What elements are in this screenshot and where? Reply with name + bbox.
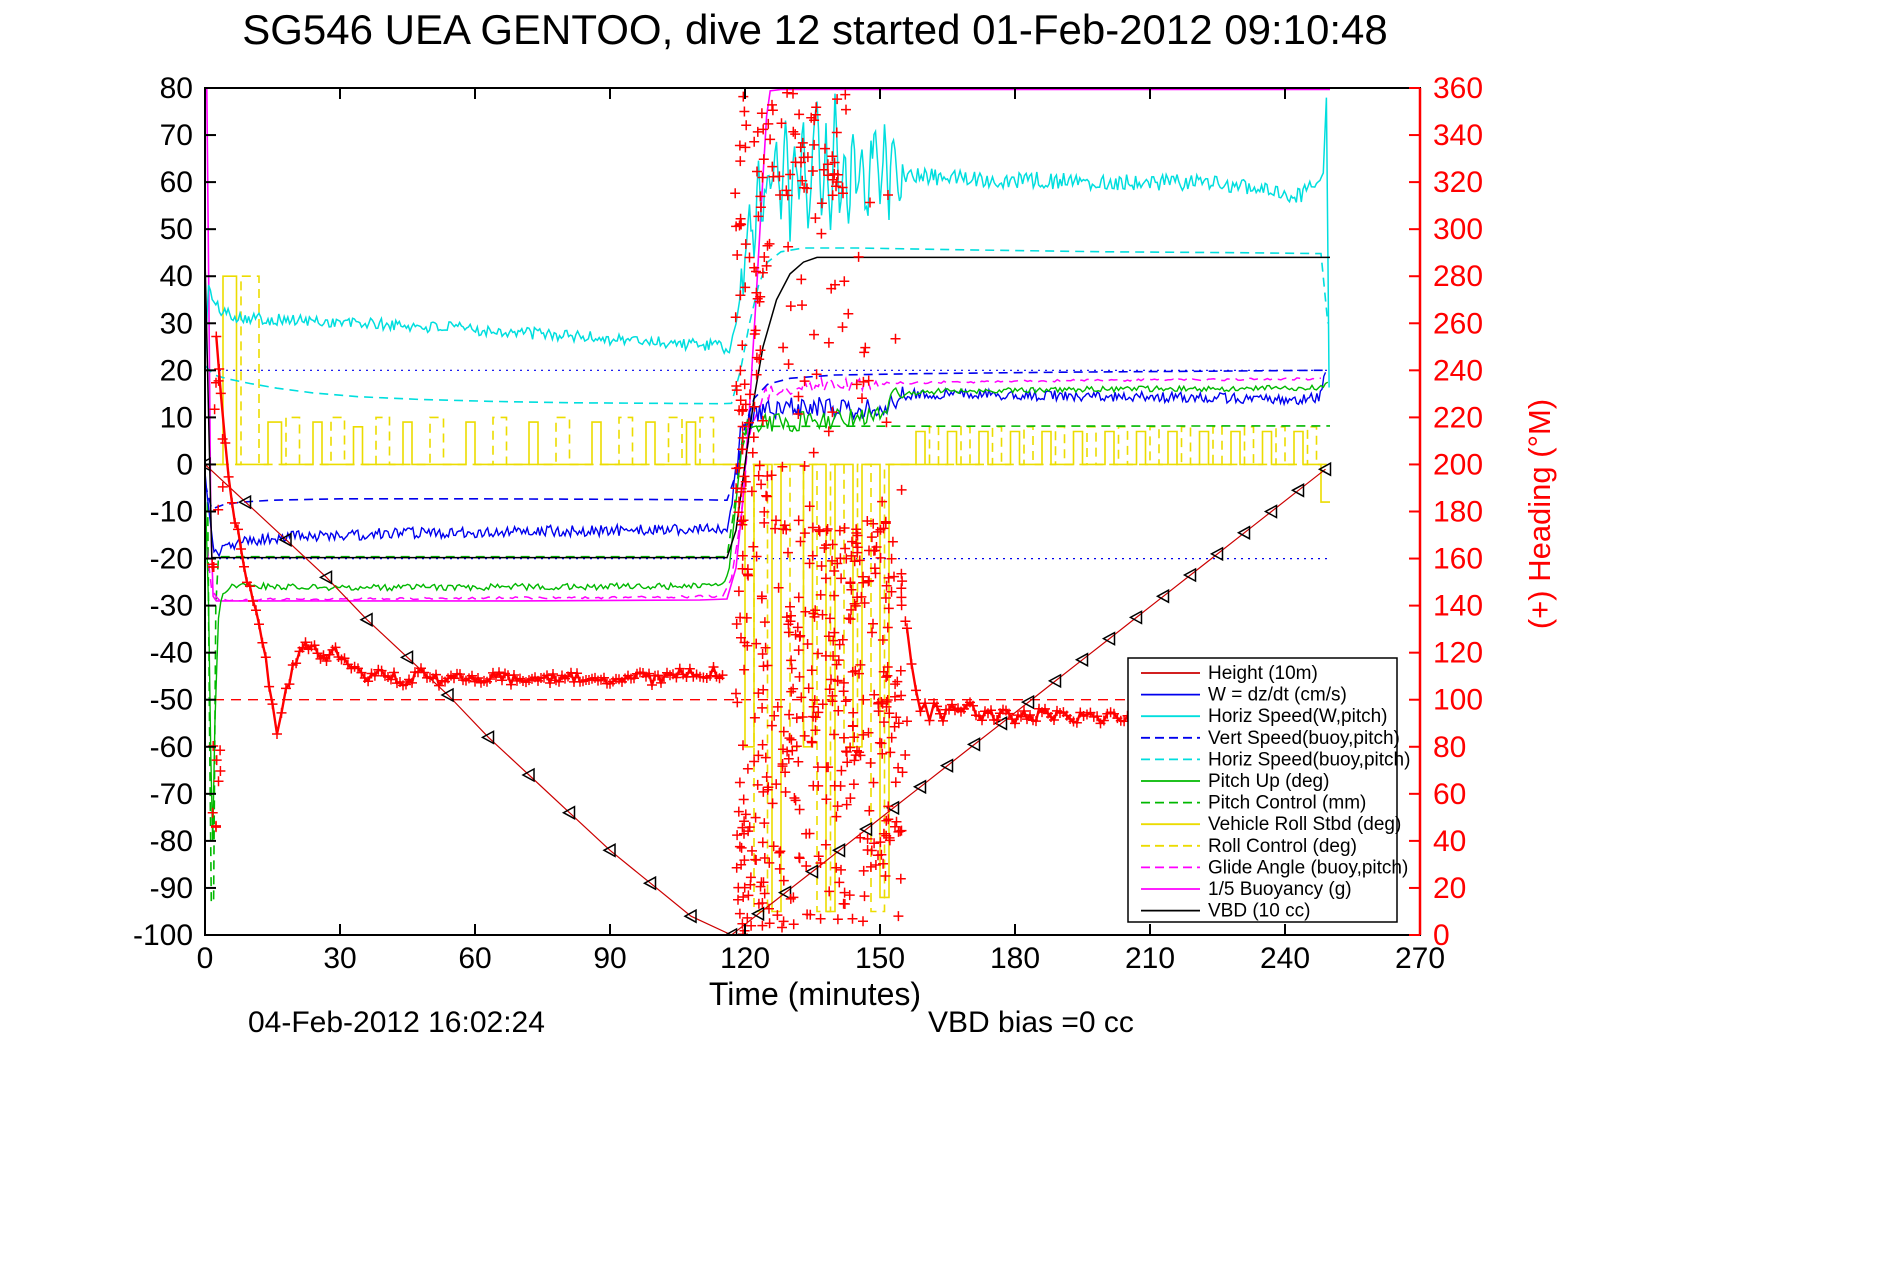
x-tick-label: 30	[323, 942, 356, 975]
left-tick-label: 70	[160, 119, 193, 152]
series-w-dzdt	[205, 372, 1327, 558]
right-tick-label: 240	[1433, 354, 1483, 387]
left-tick-label: -100	[133, 919, 193, 952]
plot-series-layer	[205, 88, 1332, 935]
right-tick-label: 220	[1433, 401, 1483, 434]
x-tick-label: 90	[593, 942, 626, 975]
series-roll-control	[205, 275, 1330, 913]
legend-box	[1127, 657, 1398, 923]
legend-label: Pitch Up (deg)	[1208, 771, 1329, 792]
legend-label: Pitch Control (mm)	[1208, 793, 1366, 814]
left-tick-label: -10	[150, 496, 193, 529]
legend-label: Glide Angle (buoy,pitch)	[1208, 857, 1408, 878]
legend: Height (10m)W = dz/dt (cm/s)Horiz Speed(…	[1127, 657, 1410, 923]
right-tick-label: 360	[1433, 72, 1483, 105]
left-tick-label: -50	[150, 684, 193, 717]
right-tick-label: 0	[1433, 919, 1450, 952]
legend-label: Height (10m)	[1208, 663, 1318, 684]
series-horiz-speed-w	[205, 93, 1330, 388]
right-tick-label: 200	[1433, 448, 1483, 481]
legend-label: Roll Control (deg)	[1208, 836, 1357, 857]
right-tick-label: 300	[1433, 213, 1483, 246]
left-tick-label: 60	[160, 166, 193, 199]
series-pitch-up	[205, 381, 1329, 841]
left-tick-label: -60	[150, 731, 193, 764]
series-horiz-speed-buoy	[205, 247, 1329, 405]
x-tick-label: 180	[990, 942, 1040, 975]
timestamp-caption: 04-Feb-2012 16:02:24	[248, 1006, 545, 1039]
left-tick-label: 80	[160, 72, 193, 105]
series-buoyancy-fifth	[206, 88, 1330, 602]
right-tick-label: 340	[1433, 119, 1483, 152]
vbd-bias-caption: VBD bias =0 cc	[928, 1006, 1134, 1039]
left-tick-label: 20	[160, 354, 193, 387]
plot-title: SG546 UEA GENTOO, dive 12 started 01-Feb…	[242, 6, 1388, 53]
right-tick-label: 80	[1433, 731, 1466, 764]
heading-scatter	[207, 88, 912, 935]
series-heading-descent-plus-markers	[211, 331, 728, 739]
legend-label: Horiz Speed(buoy,pitch)	[1208, 749, 1410, 770]
right-tick-label: 20	[1433, 872, 1466, 905]
legend-label: Vehicle Roll Stbd (deg)	[1208, 814, 1401, 835]
left-tick-label: -30	[150, 590, 193, 623]
right-tick-label: 140	[1433, 590, 1483, 623]
right-tick-label: 100	[1433, 684, 1483, 717]
right-tick-label: 320	[1433, 166, 1483, 199]
left-tick-label: 50	[160, 213, 193, 246]
series-height-markers	[205, 457, 1332, 935]
x-tick-label: 240	[1260, 942, 1310, 975]
left-tick-label: 10	[160, 401, 193, 434]
x-tick-label: 150	[855, 942, 905, 975]
right-tick-label: 120	[1433, 637, 1483, 670]
right-tick-label: 60	[1433, 778, 1466, 811]
axes: 0 30 60 90 120 150 180 210 240 270 80 70 60 50 40 30 20 1…	[133, 72, 1483, 975]
x-tick-label: 210	[1125, 942, 1175, 975]
legend-label: 1/5 Buoyancy (g)	[1208, 879, 1352, 900]
series-vbd	[205, 256, 1330, 559]
left-tick-label: 40	[160, 260, 193, 293]
legend-label: Vert Speed(buoy,pitch)	[1208, 728, 1400, 749]
legend-label: VBD (10 cc)	[1208, 901, 1310, 922]
x-tick-label: 0	[197, 942, 214, 975]
left-tick-label: 0	[176, 448, 193, 481]
series-glide-angle	[206, 375, 1321, 603]
series-vehicle-roll-stbd	[205, 275, 1330, 913]
left-tick-label: -90	[150, 872, 193, 905]
right-tick-label: 180	[1433, 496, 1483, 529]
right-tick-label: 40	[1433, 825, 1466, 858]
right-tick-label: 260	[1433, 307, 1483, 340]
x-tick-label: 270	[1395, 942, 1445, 975]
x-tick-label: 120	[720, 942, 770, 975]
left-tick-label: -80	[150, 825, 193, 858]
left-tick-label: -40	[150, 637, 193, 670]
x-axis-label: Time (minutes)	[708, 976, 922, 1012]
left-tick-label: 30	[160, 307, 193, 340]
x-tick-label: 60	[458, 942, 491, 975]
left-tick-label: -20	[150, 543, 193, 576]
legend-label: Horiz Speed(W,pitch)	[1208, 706, 1388, 727]
right-tick-label: 160	[1433, 543, 1483, 576]
left-tick-label: -70	[150, 778, 193, 811]
right-tick-label: 280	[1433, 260, 1483, 293]
right-axis-label: (+) Heading (°M)	[1522, 398, 1557, 630]
legend-label: W = dz/dt (cm/s)	[1208, 685, 1347, 706]
series-vert-speed-buoy	[205, 369, 1328, 511]
